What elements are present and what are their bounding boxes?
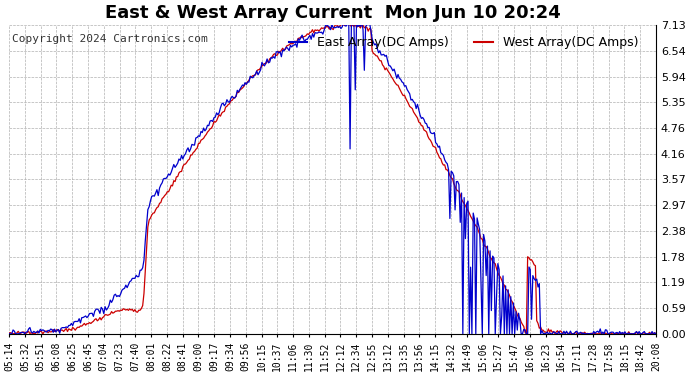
Legend: East Array(DC Amps), West Array(DC Amps): East Array(DC Amps), West Array(DC Amps) <box>284 32 643 54</box>
Text: Copyright 2024 Cartronics.com: Copyright 2024 Cartronics.com <box>12 34 208 44</box>
Title: East & West Array Current  Mon Jun 10 20:24: East & West Array Current Mon Jun 10 20:… <box>105 4 560 22</box>
